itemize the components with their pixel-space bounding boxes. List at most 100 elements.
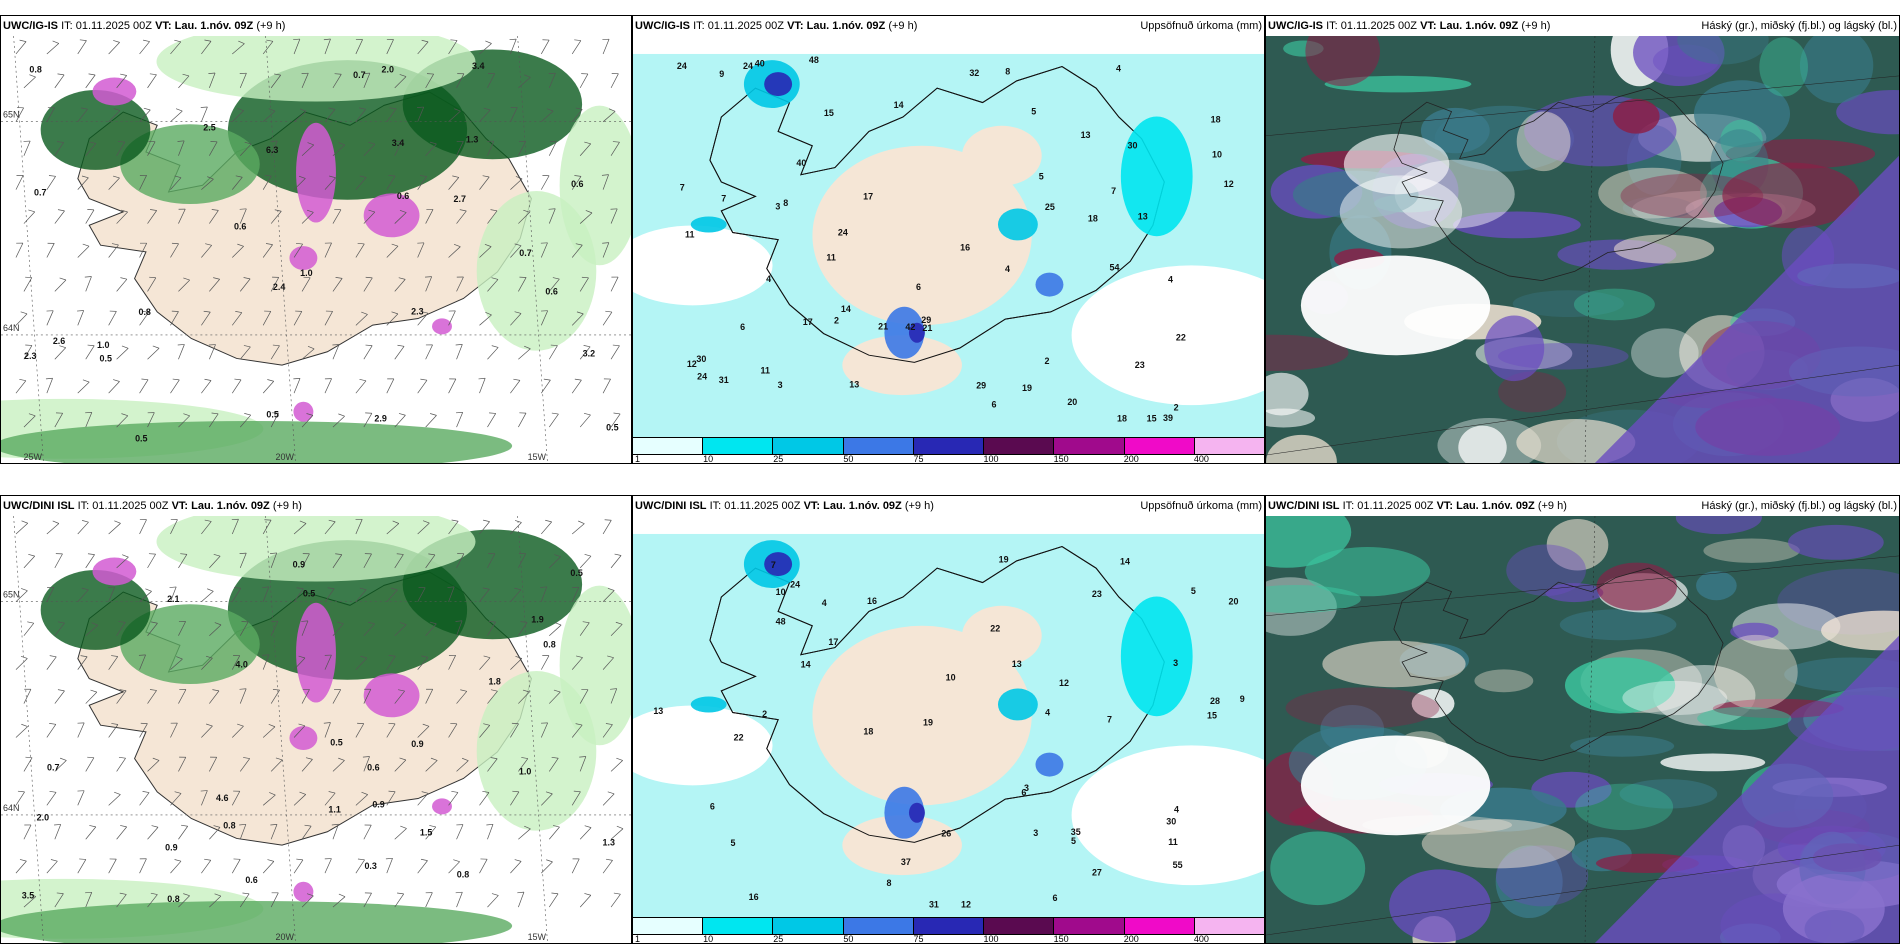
cloud-patch — [1304, 547, 1431, 597]
wind-max-area — [293, 881, 314, 902]
panel-title: UWC/IG-IS IT: 01.11.2025 00Z VT: Lau. 1.… — [1, 16, 631, 36]
wind-value: 0.5 — [606, 422, 618, 432]
wind-barb — [77, 175, 89, 190]
wind-barb — [425, 276, 433, 292]
wind-barb — [448, 519, 459, 535]
wind-barb — [77, 107, 88, 123]
panel-title: UWC/IG-IS IT: 01.11.2025 00Z VT: Lau. 1.… — [633, 16, 1264, 36]
wind-barb — [139, 858, 147, 874]
wind-barb — [293, 520, 307, 535]
wind-barb — [518, 553, 526, 569]
precip-value: 4 — [1045, 708, 1050, 718]
wind-barb — [602, 655, 614, 670]
longitude-line — [517, 516, 548, 943]
wind-barb — [54, 553, 63, 569]
cloud-patch — [1631, 328, 1699, 378]
precip-value: 22 — [990, 624, 1000, 634]
wind-value: 0.5 — [99, 354, 111, 364]
wind-barb — [54, 892, 64, 908]
precip-value: 17 — [863, 191, 873, 201]
wind-barb — [324, 587, 335, 603]
wind-barb — [486, 823, 494, 840]
wind-barb — [479, 790, 490, 806]
cloud-patch — [1821, 610, 1899, 651]
wind-barb — [548, 141, 557, 156]
wind-max-area — [432, 318, 452, 335]
cloud-patch — [1596, 562, 1678, 611]
wind-barb — [363, 688, 372, 704]
wind-barb — [610, 141, 620, 156]
wind-barb — [293, 378, 301, 394]
wind-barb — [239, 208, 247, 224]
wind-max-area — [92, 557, 137, 586]
wind-barb — [571, 858, 580, 874]
iceland-outline — [1393, 87, 1724, 282]
wind-barb — [456, 73, 465, 89]
legend-tick: 10 — [703, 934, 714, 944]
precip-value: 5 — [1031, 107, 1036, 117]
wind-barb — [602, 378, 611, 394]
cloud-map — [1266, 516, 1899, 943]
wind-barb — [108, 655, 119, 670]
wind-barb — [579, 553, 592, 569]
wind-barb — [15, 520, 29, 535]
wind-value: 3.5 — [22, 891, 34, 901]
precip-value: 5 — [1039, 172, 1044, 182]
wind-barb — [108, 586, 116, 602]
wind-barb — [540, 175, 550, 190]
precip-value: 4 — [1168, 275, 1173, 285]
wind-value: 2.6 — [53, 336, 65, 346]
legend-tick: 100 — [983, 934, 999, 944]
wind-barb — [363, 824, 372, 840]
wind-barb — [579, 73, 589, 89]
wind-barb — [23, 621, 35, 636]
wind-barb — [579, 412, 591, 428]
precip-cell — [690, 216, 727, 233]
wind-value: 0.6 — [545, 286, 557, 296]
wind-barb — [363, 276, 373, 292]
wind-barb — [270, 552, 278, 569]
wind-barb — [355, 722, 365, 738]
precip-value: 7 — [771, 560, 776, 570]
precip-map: 6 3 24 54 39 15 42 11 2 18 13 32 24 18 24 2 16 12 18 17 15 8 1… — [633, 36, 1264, 437]
precip-value: 28 — [1210, 696, 1220, 706]
wind-value: 1.8 — [488, 677, 500, 687]
wind-barb — [386, 311, 399, 326]
wind-barb — [23, 893, 37, 908]
wind-barb — [23, 209, 36, 224]
wind-barb — [54, 757, 67, 772]
precip-value: 14 — [841, 304, 851, 314]
precip-value: 54 — [1109, 262, 1119, 272]
legend-swatch — [1194, 918, 1264, 934]
precip-value: 10 — [776, 587, 786, 597]
wind-barb — [147, 141, 156, 156]
wind-barb — [209, 209, 219, 224]
wind-barb — [293, 587, 304, 603]
legend-swatch — [703, 918, 774, 934]
wind-barb — [15, 242, 24, 258]
wind-barb — [139, 378, 149, 394]
legend-tick: 25 — [773, 934, 784, 944]
precip-value: 8 — [886, 878, 891, 888]
cloud-patch — [1458, 425, 1507, 463]
wind-barb — [362, 756, 370, 772]
wind-barb — [548, 756, 559, 772]
wind-barb — [54, 824, 62, 840]
precip-value: 6 — [916, 282, 921, 292]
wind-value: 0.8 — [223, 821, 235, 831]
wind-barb — [386, 175, 396, 190]
wind-value: 0.9 — [372, 799, 384, 809]
wind-value: 2.5 — [203, 123, 215, 133]
precip-value: 9 — [1240, 694, 1245, 704]
wind-barb — [170, 378, 180, 394]
cloud-patch — [1703, 538, 1800, 563]
wind-barb — [417, 39, 429, 55]
legend-tick: 1 — [635, 934, 641, 944]
legend-swatch — [913, 918, 985, 934]
precip-cell — [1035, 272, 1064, 297]
wind-barb — [77, 587, 89, 603]
wind-barb — [208, 72, 216, 89]
wind-barb — [54, 689, 65, 704]
wind-value: 0.6 — [245, 875, 257, 885]
wind-value: 0.6 — [397, 191, 409, 201]
